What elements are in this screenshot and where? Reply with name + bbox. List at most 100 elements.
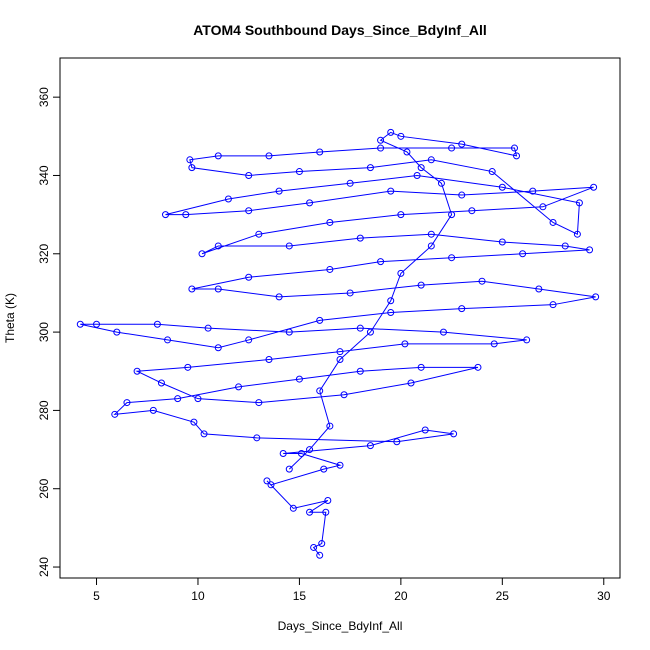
point [474, 363, 482, 371]
point [285, 328, 293, 336]
series-line [80, 131, 596, 556]
point [513, 152, 521, 160]
point [306, 446, 314, 454]
point [164, 336, 172, 344]
point [427, 156, 435, 164]
point [407, 379, 415, 387]
x-tick-label: 30 [597, 589, 611, 603]
point [133, 367, 141, 375]
point [190, 418, 198, 426]
point [366, 442, 374, 450]
point [214, 344, 222, 352]
point [316, 148, 324, 156]
point [245, 273, 253, 281]
point [263, 477, 271, 485]
point [275, 293, 283, 301]
x-axis-label: Days_Since_BdyInf_All [278, 619, 403, 633]
point [468, 207, 476, 215]
point [204, 324, 212, 332]
point [336, 356, 344, 364]
point [573, 230, 581, 238]
point [403, 148, 411, 156]
point [421, 426, 429, 434]
point [592, 293, 600, 301]
point [458, 305, 466, 313]
point [366, 328, 374, 336]
point [326, 422, 334, 430]
point [93, 320, 101, 328]
point [255, 399, 263, 407]
y-tick-label: 340 [37, 165, 51, 185]
point [529, 187, 537, 195]
x-tick-label: 15 [293, 589, 307, 603]
point [427, 230, 435, 238]
point [356, 324, 364, 332]
point [387, 297, 395, 305]
point [174, 395, 182, 403]
point [523, 336, 531, 344]
point [214, 285, 222, 293]
point [413, 171, 421, 179]
point [549, 301, 557, 309]
point [397, 211, 405, 219]
point [427, 242, 435, 250]
point [458, 140, 466, 148]
point [458, 191, 466, 199]
point [498, 183, 506, 191]
point [267, 481, 275, 489]
x-tick-label: 5 [93, 589, 100, 603]
point [182, 211, 190, 219]
point [224, 195, 232, 203]
point [318, 540, 326, 548]
x-tick-label: 10 [191, 589, 205, 603]
point [200, 430, 208, 438]
point [488, 168, 496, 176]
point [439, 328, 447, 336]
point [198, 250, 206, 258]
point [214, 152, 222, 160]
point [401, 340, 409, 348]
point [340, 391, 348, 399]
point [194, 395, 202, 403]
y-tick-label: 300 [37, 322, 51, 342]
point [417, 363, 425, 371]
point [149, 406, 157, 414]
point [265, 152, 273, 160]
point [310, 543, 318, 551]
point [324, 496, 332, 504]
point [111, 410, 119, 418]
point [510, 144, 518, 152]
point [377, 144, 385, 152]
point [356, 234, 364, 242]
point [76, 320, 84, 328]
point [387, 128, 395, 136]
point [448, 254, 456, 262]
point [448, 144, 456, 152]
point [235, 383, 243, 391]
point [123, 399, 131, 407]
point [346, 289, 354, 297]
point [535, 285, 543, 293]
point [326, 265, 334, 273]
point [346, 179, 354, 187]
point [450, 430, 458, 438]
chart-title: ATOM4 Southbound Days_Since_BdyInf_All [193, 22, 487, 38]
y-tick-label: 260 [37, 478, 51, 498]
x-tick-label: 25 [496, 589, 510, 603]
plot-frame [59, 57, 621, 579]
point [188, 285, 196, 293]
point [295, 375, 303, 383]
point [393, 438, 401, 446]
y-tick-label: 320 [37, 243, 51, 263]
point [561, 242, 569, 250]
point [306, 199, 314, 207]
point [157, 379, 165, 387]
point [387, 309, 395, 317]
point [306, 508, 314, 516]
point [316, 316, 324, 324]
point [245, 336, 253, 344]
point [417, 164, 425, 172]
point [279, 449, 287, 457]
point [316, 387, 324, 395]
